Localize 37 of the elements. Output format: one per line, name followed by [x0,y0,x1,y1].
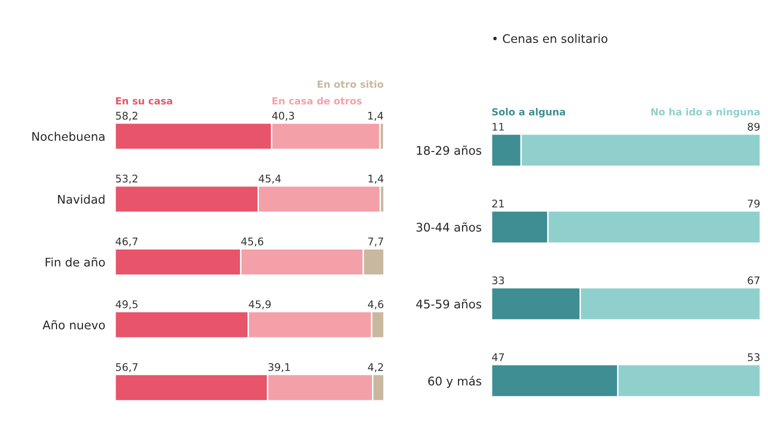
text: En otro sitio [318,80,384,88]
data-label: 56,7 [116,363,138,372]
y-tick-label: 30-44 años [416,222,482,232]
data-label: 45,4 [258,174,281,184]
data-label: 4,6 [368,300,384,310]
data-label: 1,4 [368,112,384,121]
y-tick-label: 60 y más [428,376,482,388]
series-label: Solo a alguna [492,108,566,118]
data-label: 45,6 [241,237,264,246]
y-tick-label: Año nuevo [42,320,105,330]
data-label: 40,3 [272,112,294,121]
data-label: 4,2 [368,363,383,372]
data-label: 45,9 [248,300,271,310]
data-label: 7,7 [368,238,384,246]
data-label: 79 [748,200,760,208]
data-label: 67 [748,276,760,284]
data-label: 46,7 [116,237,138,246]
data-label: 1,4 [368,174,384,184]
data-label: 39,1 [268,363,290,372]
data-label: 33 [492,276,504,284]
chart-title: • Cenas en solitario [493,34,608,44]
y-tick-label: Fin de año [46,257,105,267]
data-label: 58,2 [116,112,138,121]
data-label: 47 [492,353,504,361]
data-label: 53 [748,353,760,362]
series-label: En casa de otros [272,97,362,105]
data-label: 11 [492,122,504,131]
y-tick-label: Nochebuena [32,132,104,141]
data-label: 49,5 [116,300,138,310]
y-tick-label: Navidad [58,194,104,204]
series-label: En su casa [116,97,172,105]
data-label: 21 [492,200,504,208]
y-tick-label: 18-29 años [416,146,482,155]
series-label: No ha ido a ninguna [651,108,760,118]
data-label: 53,2 [116,174,138,184]
data-label: 89 [748,122,760,131]
y-tick-label: 45-59 años [416,299,482,308]
